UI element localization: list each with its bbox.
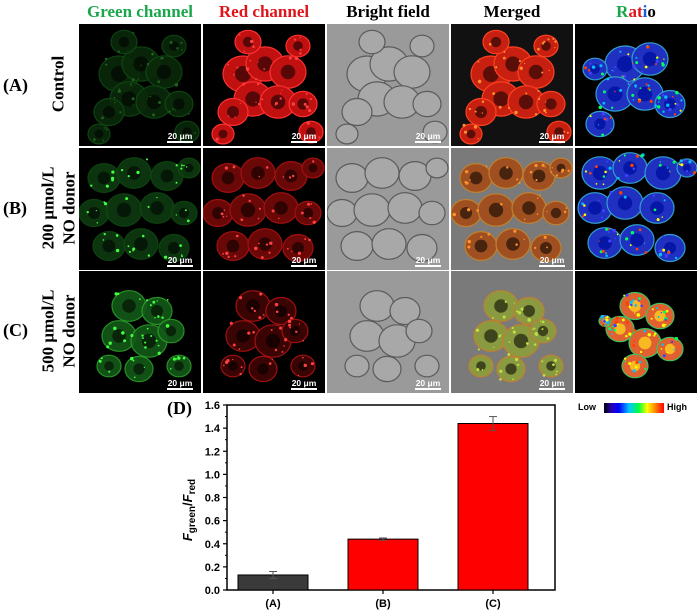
x-tick-label: (A) [265,598,281,610]
scale-bar: 20 μm [167,378,193,391]
scale-bar-line [291,141,317,143]
scale-bar-line [539,141,565,143]
row-label-b: (B) [3,198,27,218]
ratio-letter-a: a [628,2,637,21]
scale-bar-label: 20 μm [415,131,441,141]
row-condition-b-line1: 200 μmol/L [38,166,58,250]
row-condition-b: 200 μmol/L NO donor [38,151,82,266]
bar-b [347,538,419,591]
panel-c-bright-field: 20 μm [327,271,449,393]
scale-bar-label: 20 μm [539,255,565,265]
ratio-bar-chart: Fgreen/Fred 0.00.20.40.60.81.01.21.41.6(… [180,400,556,610]
bar-c [457,423,529,591]
x-tick-label: (C) [485,598,501,610]
scale-bar: 20 μm [167,131,193,144]
y-tick-label: 1.2 [205,446,220,458]
scale-bar-label: 20 μm [539,131,565,141]
panel-a-red: 20 μm [203,24,325,146]
row-condition-c-line1: 500 μmol/L [38,289,58,373]
header-green-channel: Green channel [87,2,193,21]
row-condition-c: 500 μmol/L NO donor [38,274,82,389]
colorbar-gradient [604,403,664,413]
header-bright-field: Bright field [346,2,430,21]
scale-bar-line [539,265,565,267]
header-ratio: Ratio [575,0,697,24]
row-condition-b-line2: NO donor [59,171,79,245]
panel-a-ratio [575,24,697,146]
panel-c-green: 20 μm [79,271,201,393]
scale-bar: 20 μm [415,131,441,144]
scale-bar-label: 20 μm [291,378,317,388]
y-tick-label: 1.4 [205,423,221,435]
panel-c-merged: 20 μm [451,271,573,393]
row-label-a: (A) [3,75,28,95]
ylabel-green: green [187,506,198,533]
y-tick-label: 0.8 [205,493,220,505]
panel-d-label: (D) [167,398,192,418]
scale-bar-line [167,388,193,390]
y-axis-label: Fgreen/Fred [180,479,198,541]
ratio-letter-r: R [616,2,629,21]
row-condition-c-line2: NO donor [59,294,79,368]
scale-bar-line [539,388,565,390]
colorbar-low-label: Low [578,402,596,412]
scale-bar: 20 μm [291,131,317,144]
scale-bar: 20 μm [415,378,441,391]
ylabel-red: red [187,479,198,495]
scale-bar-line [415,265,441,267]
panel-b-red: 20 μm [203,148,325,270]
scale-bar-label: 20 μm [167,378,193,388]
panel-a-green: 20 μm [79,24,201,146]
scale-bar-label: 20 μm [415,378,441,388]
panel-b-ratio [575,148,697,270]
y-tick-label: 0.0 [205,585,220,597]
ratio-colorbar: Low High [576,401,698,415]
scale-bar-line [415,388,441,390]
ratio-letter-i: i [642,2,648,21]
y-tick-label: 0.4 [205,539,221,551]
y-tick-label: 1.0 [205,469,220,481]
panel-c-ratio [575,271,697,393]
scale-bar-line [415,141,441,143]
row-condition-a: Control [37,27,81,142]
ylabel-slash: / [180,502,195,506]
scale-bar-line [291,388,317,390]
scale-bar-label: 20 μm [291,131,317,141]
scale-bar-label: 20 μm [291,255,317,265]
scale-bar: 20 μm [539,131,565,144]
scale-bar: 20 μm [539,378,565,391]
row-condition-a-line1: Control [48,55,68,113]
y-tick-label: 0.6 [205,516,220,528]
scale-bar: 20 μm [167,255,193,268]
panel-a-bright-field: 20 μm [327,24,449,146]
scale-bar-line [167,141,193,143]
header-red-channel: Red channel [218,2,310,21]
ylabel-f2: F [180,493,195,502]
x-tick-label: (B) [375,598,391,610]
scale-bar: 20 μm [539,255,565,268]
ratio-letter-t: t [636,2,643,21]
row-label-c: (C) [3,320,28,340]
scale-bar: 20 μm [415,255,441,268]
ylabel-f1: F [180,532,195,541]
scale-bar-label: 20 μm [167,131,193,141]
scale-bar: 20 μm [291,255,317,268]
scale-bar: 20 μm [291,378,317,391]
panel-b-green: 20 μm [79,148,201,270]
y-tick-label: 1.6 [205,400,220,412]
y-tick-label: 0.2 [205,562,220,574]
scale-bar-label: 20 μm [415,255,441,265]
panel-a-merged: 20 μm [451,24,573,146]
panel-b-bright-field: 20 μm [327,148,449,270]
panel-b-merged: 20 μm [451,148,573,270]
scale-bar-line [167,265,193,267]
scale-bar-label: 20 μm [539,378,565,388]
scale-bar-label: 20 μm [167,255,193,265]
header-merged: Merged [483,2,541,21]
ratio-letter-o: o [647,2,656,21]
panel-c-red: 20 μm [203,271,325,393]
scale-bar-line [291,265,317,267]
colorbar-high-label: High [667,402,687,412]
